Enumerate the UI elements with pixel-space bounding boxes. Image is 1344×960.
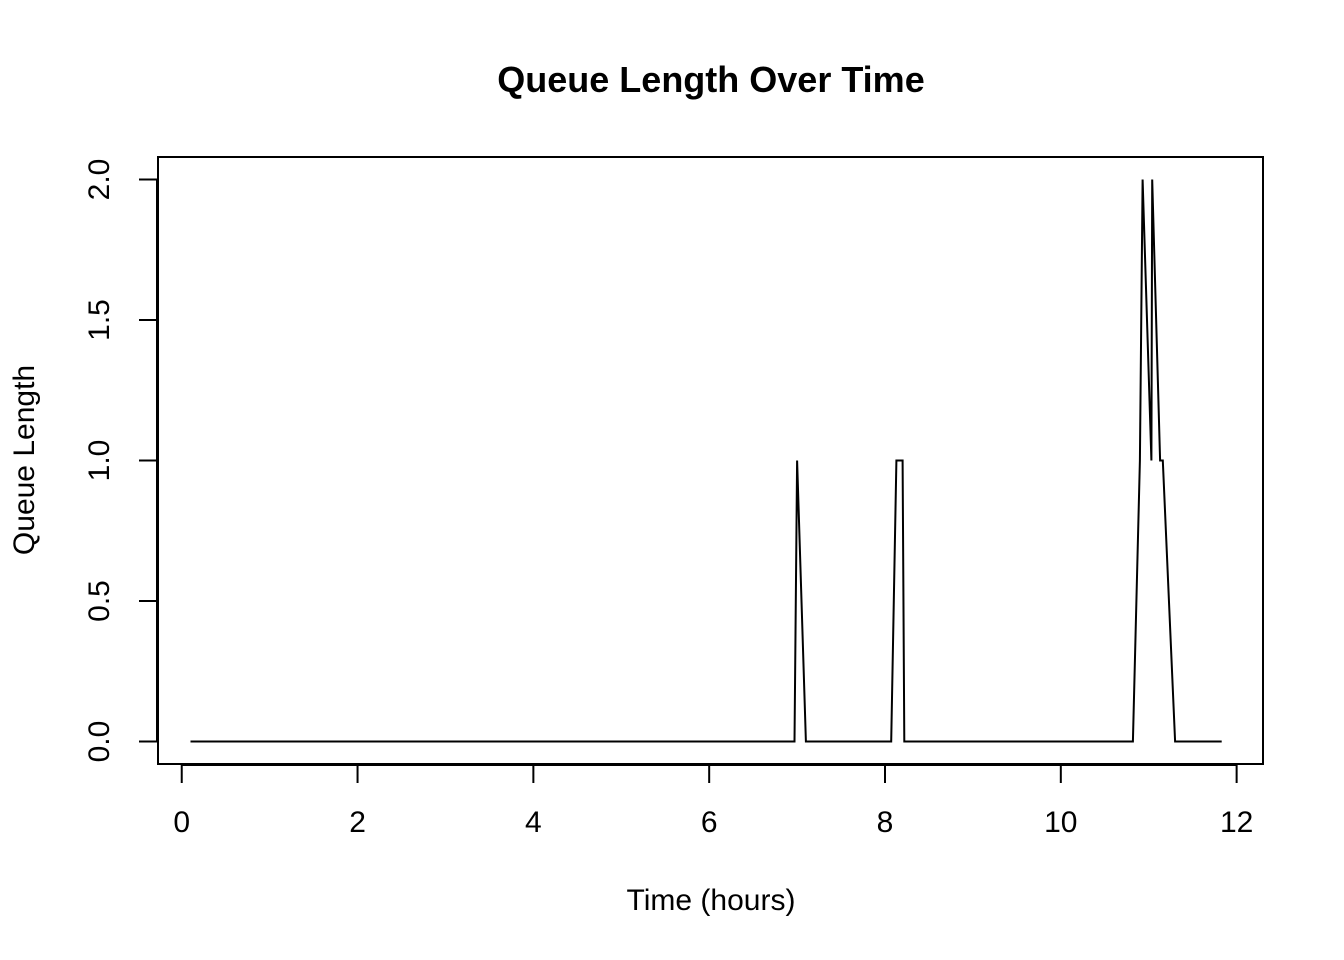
x-tick-label: 6 <box>701 806 718 839</box>
y-tick-label: 1.0 <box>83 440 116 482</box>
y-axis-label: Queue Length <box>8 365 41 555</box>
y-tick-label: 1.5 <box>83 299 116 341</box>
y-tick-label: 0.5 <box>83 580 116 622</box>
x-axis: 0 2 4 6 8 10 12 <box>173 764 1253 839</box>
x-tick-label: 4 <box>525 806 542 839</box>
x-tick-label: 8 <box>877 806 894 839</box>
x-tick-label: 2 <box>349 806 366 839</box>
x-tick-label: 0 <box>173 806 190 839</box>
y-axis: 0.0 0.5 1.0 1.5 2.0 <box>83 159 158 763</box>
x-tick-label: 12 <box>1220 806 1253 839</box>
chart-title: Queue Length Over Time <box>497 59 924 100</box>
y-tick-label: 2.0 <box>83 159 116 201</box>
y-tick-label: 0.0 <box>83 721 116 763</box>
queue-length-series-line <box>190 179 1222 743</box>
x-axis-label: Time (hours) <box>627 884 796 917</box>
x-tick-label: 10 <box>1044 806 1077 839</box>
plot-frame <box>157 156 1264 765</box>
